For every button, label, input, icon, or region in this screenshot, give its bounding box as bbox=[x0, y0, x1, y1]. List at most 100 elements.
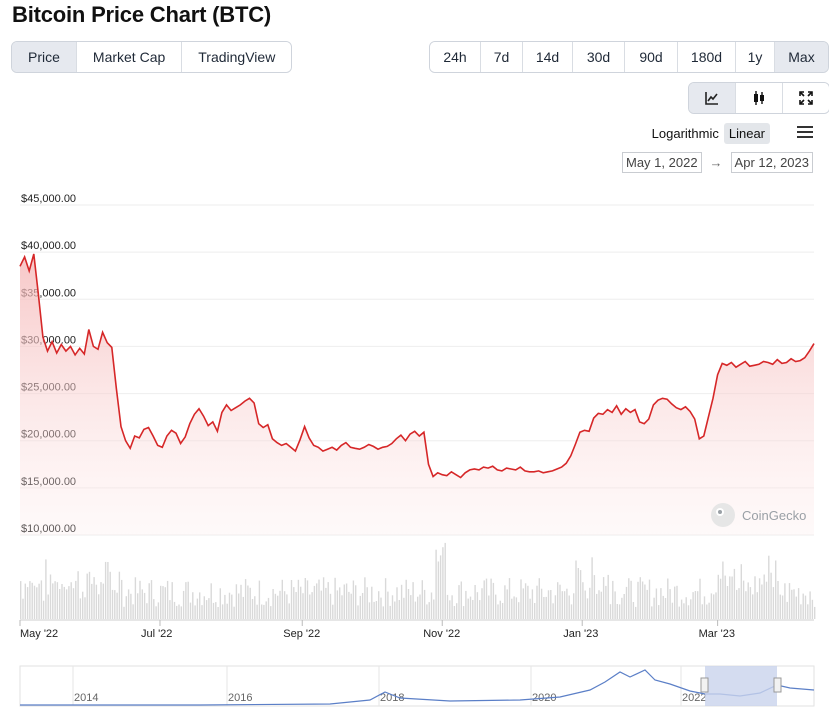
volume-bar bbox=[522, 588, 524, 619]
volume-bar bbox=[387, 591, 389, 619]
volume-bar bbox=[364, 577, 366, 619]
volume-bar bbox=[384, 578, 387, 619]
volume-bar bbox=[309, 594, 311, 619]
volume-bar bbox=[667, 578, 669, 619]
volume-bar bbox=[474, 585, 476, 619]
volume-bar bbox=[453, 606, 456, 619]
tab-market-cap[interactable]: Market Cap bbox=[76, 42, 183, 72]
volume-bar bbox=[219, 588, 221, 619]
volume-bar bbox=[302, 593, 304, 619]
volume-bar bbox=[671, 602, 674, 619]
volume-bar bbox=[582, 582, 584, 619]
volume-bar bbox=[609, 604, 612, 619]
volume-bar bbox=[557, 582, 559, 619]
candlestick-button[interactable] bbox=[736, 83, 783, 113]
range-90d-button[interactable]: 90d bbox=[625, 42, 678, 72]
volume-bar bbox=[318, 579, 320, 619]
volume-bar bbox=[84, 597, 86, 619]
navigator[interactable]: 2014 2016 2018 2020 2022 bbox=[19, 665, 815, 707]
volume-bar bbox=[788, 583, 791, 619]
volume-bar bbox=[430, 592, 433, 619]
volume-bar bbox=[573, 593, 575, 619]
logarithmic-option[interactable]: Logarithmic bbox=[651, 126, 719, 141]
volume-bar bbox=[706, 604, 708, 619]
volume-bar bbox=[616, 604, 618, 619]
volume-bar bbox=[329, 593, 332, 619]
volume-bar bbox=[795, 596, 797, 619]
volume-bar bbox=[804, 595, 807, 619]
volume-bar bbox=[488, 595, 490, 619]
volume-bar bbox=[201, 605, 203, 619]
range-7d-button[interactable]: 7d bbox=[481, 42, 523, 72]
volume-bar bbox=[47, 594, 49, 619]
volume-bar bbox=[63, 586, 65, 619]
volume-bar bbox=[605, 585, 607, 619]
volume-bar bbox=[42, 600, 45, 619]
volume-bar bbox=[29, 581, 31, 619]
volume-bar bbox=[752, 594, 754, 619]
volume-bar bbox=[49, 574, 52, 619]
volume-bar bbox=[701, 604, 703, 619]
fullscreen-button[interactable] bbox=[783, 83, 829, 113]
volume-bar bbox=[221, 604, 224, 619]
volume-bar bbox=[543, 597, 545, 619]
volume-bar bbox=[176, 605, 178, 619]
range-max-button[interactable]: Max bbox=[775, 42, 828, 72]
linear-option[interactable]: Linear bbox=[723, 123, 770, 144]
volume-bar bbox=[807, 604, 809, 619]
volume-bar bbox=[199, 592, 201, 619]
volume-bar bbox=[710, 593, 713, 619]
volume-bar bbox=[104, 561, 107, 619]
volume-bar bbox=[389, 605, 391, 619]
volume-bar bbox=[254, 596, 256, 619]
volume-bar bbox=[476, 592, 479, 619]
volume-bar bbox=[676, 585, 678, 619]
volume-bar bbox=[726, 586, 729, 619]
x-tick-label: Nov '22 bbox=[423, 628, 460, 640]
navigator-handle-right[interactable] bbox=[773, 677, 782, 693]
volume-bar bbox=[417, 596, 419, 619]
volume-bar bbox=[742, 580, 745, 619]
tab-price[interactable]: Price bbox=[12, 42, 77, 72]
range-1y-button[interactable]: 1y bbox=[736, 42, 775, 72]
volume-bar bbox=[421, 580, 423, 619]
volume-bar bbox=[800, 604, 802, 619]
volume-bar bbox=[141, 589, 143, 619]
navigator-selection[interactable] bbox=[705, 666, 777, 706]
volume-bar bbox=[111, 589, 114, 619]
volume-bar bbox=[22, 598, 24, 619]
volume-bar bbox=[697, 591, 699, 619]
volume-bar bbox=[536, 585, 538, 619]
volume-bar bbox=[256, 604, 258, 619]
volume-bar bbox=[228, 592, 231, 619]
range-180d-button[interactable]: 180d bbox=[678, 42, 736, 72]
tab-tradingview[interactable]: TradingView bbox=[182, 42, 292, 72]
coingecko-watermark: CoinGecko bbox=[711, 503, 806, 527]
date-from-input[interactable]: May 1, 2022 bbox=[622, 152, 702, 173]
volume-bar bbox=[591, 557, 593, 619]
volume-bar bbox=[265, 601, 267, 619]
volume-bar bbox=[504, 585, 506, 619]
navigator-handle-left[interactable] bbox=[700, 677, 709, 693]
range-14d-button[interactable]: 14d bbox=[523, 42, 573, 72]
volume-bar bbox=[674, 586, 676, 619]
range-30d-button[interactable]: 30d bbox=[573, 42, 625, 72]
date-to-input[interactable]: Apr 12, 2023 bbox=[730, 152, 813, 173]
volume-bar bbox=[554, 595, 557, 619]
volume-bar bbox=[692, 592, 694, 619]
volume-bar bbox=[781, 595, 784, 619]
hamburger-menu-icon[interactable] bbox=[797, 126, 813, 138]
chart-tabs: Price Market Cap TradingView bbox=[11, 41, 293, 73]
volume-bar bbox=[469, 596, 472, 619]
volume-bar bbox=[552, 603, 554, 619]
volume-bar bbox=[373, 601, 375, 619]
volume-bar bbox=[575, 560, 577, 619]
volume-bar bbox=[579, 570, 582, 619]
volume-bar bbox=[437, 561, 440, 619]
volume-bar bbox=[283, 591, 286, 619]
range-24h-button[interactable]: 24h bbox=[430, 42, 481, 72]
volume-bar bbox=[772, 587, 775, 619]
line-chart-button[interactable] bbox=[689, 83, 736, 113]
volume-bar bbox=[166, 580, 169, 619]
